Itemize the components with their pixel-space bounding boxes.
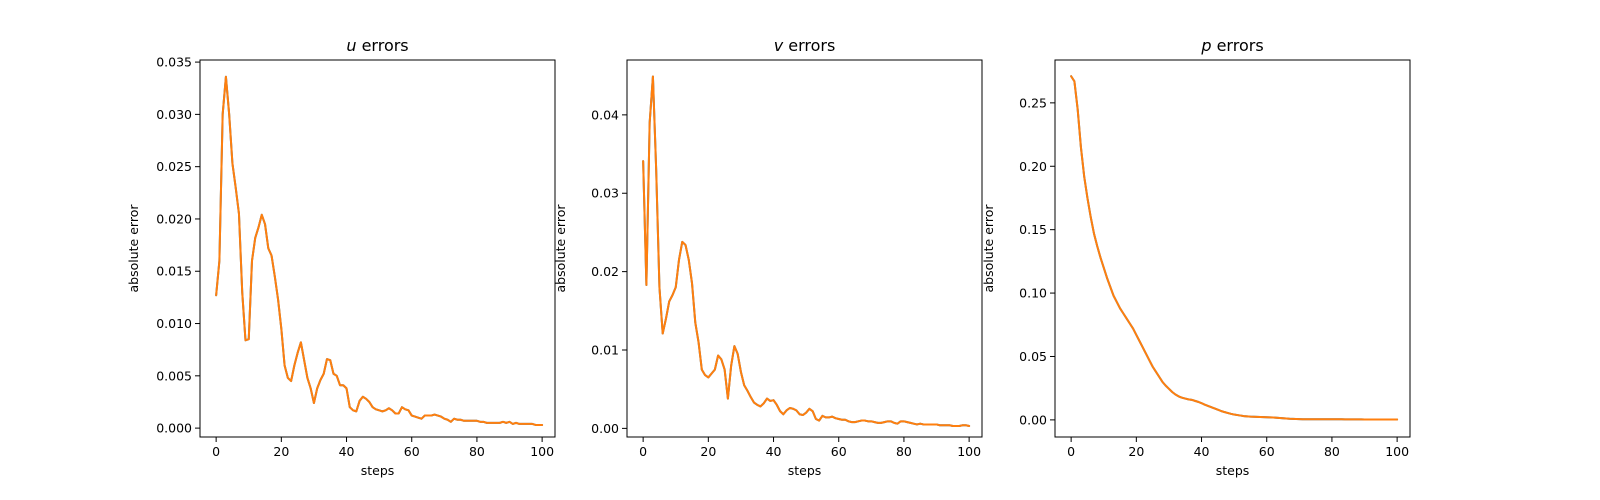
x-tick-label: 60: [831, 444, 847, 459]
x-tick-label: 80: [469, 444, 485, 459]
x-tick-label: 40: [339, 444, 355, 459]
y-tick-label: 0.030: [156, 107, 192, 122]
x-tick-label: 80: [1324, 444, 1340, 459]
chart-title-variable: p: [1200, 36, 1211, 55]
y-axis-label: absolute error: [553, 204, 568, 293]
subplots: 0 20 40 60 80 1000.0000.0050.0100.0150.0200.0…: [126, 36, 1411, 478]
x-tick-label: 100: [957, 444, 981, 459]
x-axis-label: steps: [788, 463, 822, 478]
x-tick-label: 20: [1128, 444, 1144, 459]
subplot-v: 0 20 40 60 80 100 0.00 0.01 0.02 0.03 0.04 v errors…: [553, 36, 983, 478]
x-tick-label: 20: [273, 444, 289, 459]
axes-frame: [1054, 59, 1411, 438]
x-tick-label: 0: [1067, 444, 1075, 459]
y-tick-label: 0.00: [591, 421, 619, 436]
y-tick-label: 0.020: [156, 211, 192, 226]
series-line: [215, 75, 544, 426]
x-axis-label: steps: [1216, 463, 1250, 478]
x-tick-label: 40: [1194, 444, 1210, 459]
subplot-u: 0 20 40 60 80 100 0.000 0.005 0.010 0.015 0.020 0.0…: [126, 36, 556, 478]
x-axis-label: steps: [361, 463, 395, 478]
y-tick-label: 0.03: [591, 186, 619, 201]
y-tick-label: 0.005: [156, 368, 192, 383]
y-tick-label: 0.015: [156, 264, 192, 279]
chart-title-text: errors: [356, 36, 408, 55]
chart-title-text: errors: [1212, 36, 1264, 55]
x-tick-label: 60: [1259, 444, 1275, 459]
x-tick-label: 60: [404, 444, 420, 459]
y-tick-label: 0.01: [591, 343, 619, 358]
chart-title-variable: u: [346, 36, 356, 55]
x-tick-label: 100: [530, 444, 554, 459]
axes-frame: [626, 59, 983, 438]
y-axis-label: absolute error: [981, 204, 996, 293]
y-axis-label: absolute error: [126, 204, 141, 293]
subplot-p: 0 20 40 60 80 100 0.00 0.05 0.10 0.15 0.20 0.25 p er…: [981, 36, 1411, 478]
y-tick-label: 0.025: [156, 159, 192, 174]
x-tick-label: 100: [1385, 444, 1409, 459]
y-tick-label: 0.035: [156, 55, 192, 70]
y-tick-label: 0.00: [1019, 412, 1047, 427]
y-tick-label: 0.04: [591, 107, 619, 122]
y-tick-label: 0.02: [591, 264, 619, 279]
chart-title: u errors: [346, 36, 408, 55]
chart-title-variable: v: [774, 36, 784, 55]
y-tick-label: 0.20: [1019, 159, 1047, 174]
y-tick-label: 0.15: [1019, 222, 1047, 237]
axes-frame: [199, 59, 556, 438]
y-tick-label: 0.25: [1019, 95, 1047, 110]
x-tick-label: 20: [700, 444, 716, 459]
x-tick-label: 40: [766, 444, 782, 459]
chart-title: p errors: [1200, 36, 1263, 55]
y-tick-label: 0.05: [1019, 349, 1047, 364]
series-line: [1070, 75, 1399, 421]
x-tick-label: 0: [639, 444, 647, 459]
x-tick-label: 80: [896, 444, 912, 459]
x-tick-label: 0: [212, 444, 220, 459]
y-tick-label: 0.010: [156, 316, 192, 331]
y-tick-label: 0.10: [1019, 286, 1047, 301]
chart-title: v errors: [774, 36, 836, 55]
chart-title-text: errors: [783, 36, 835, 55]
y-tick-label: 0.000: [156, 421, 192, 436]
series-line: [642, 75, 971, 428]
